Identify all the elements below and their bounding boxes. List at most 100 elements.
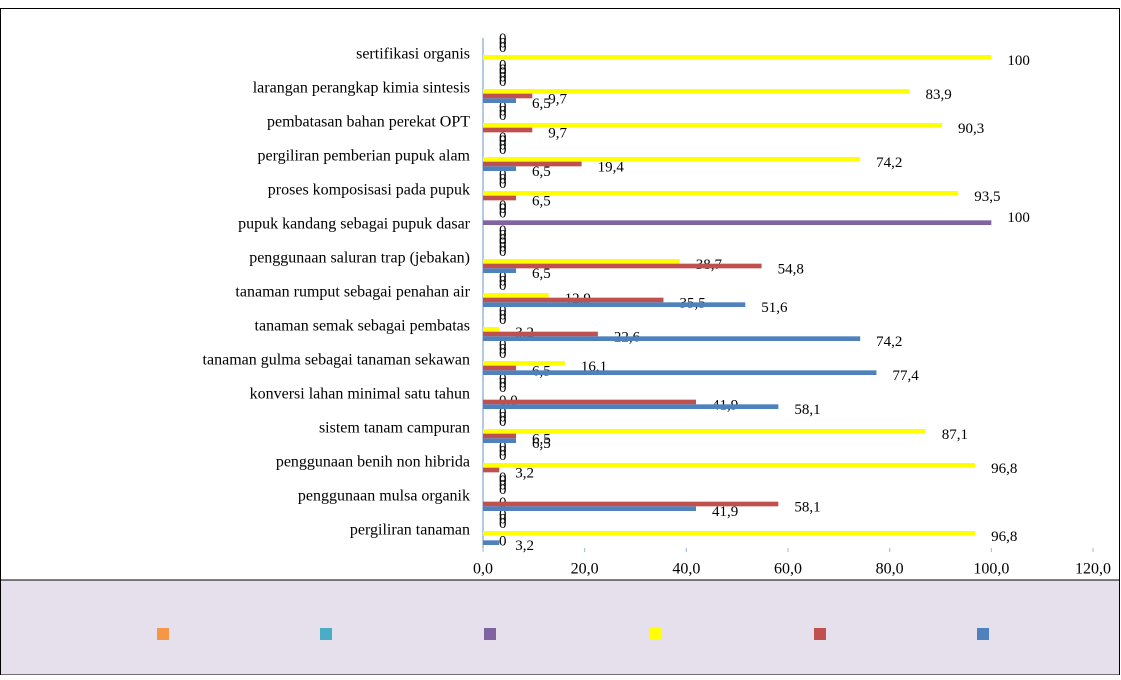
data-label: 0 xyxy=(499,341,507,357)
data-label: 96,8 xyxy=(991,461,1017,477)
bar xyxy=(483,501,779,507)
data-label: 83,9 xyxy=(925,87,951,103)
bar xyxy=(483,404,779,409)
data-label: 9,7 xyxy=(548,91,567,107)
y-tick-label: tanaman rumput sebagai penahan air xyxy=(235,284,470,301)
data-label: 87,1 xyxy=(942,427,968,443)
data-label: 3,2 xyxy=(515,465,534,481)
data-label: 6,5 xyxy=(532,431,551,447)
data-label: 19,4 xyxy=(598,159,625,175)
data-label: 0 xyxy=(499,346,507,362)
data-label: 0 xyxy=(499,470,507,486)
bar xyxy=(483,195,517,201)
data-label: 51,6 xyxy=(761,300,788,316)
bar xyxy=(483,399,696,405)
bar xyxy=(483,531,976,536)
data-label: 0 xyxy=(499,235,507,251)
data-label: 96,8 xyxy=(991,529,1017,545)
bar xyxy=(483,302,746,307)
data-label: 0 xyxy=(499,269,507,285)
bar xyxy=(483,93,533,99)
data-label: 0 xyxy=(499,171,507,187)
data-label: 9,7 xyxy=(548,125,567,141)
x-tick-label: 0,0 xyxy=(473,561,493,578)
data-label: 0 xyxy=(499,198,507,214)
data-label: 0 xyxy=(499,137,507,153)
bar xyxy=(483,506,696,511)
data-label: 0 xyxy=(499,303,507,319)
bar xyxy=(483,540,500,545)
data-label: 0 xyxy=(499,409,507,425)
data-label: 6,5 xyxy=(532,96,551,112)
data-label: 0 xyxy=(499,133,507,149)
bar xyxy=(483,55,992,60)
legend-swatch xyxy=(320,628,332,640)
data-label: 0 xyxy=(499,405,507,421)
data-label: 3,2 xyxy=(515,538,534,554)
bar xyxy=(483,297,664,303)
y-tick-label: pembatasan bahan perekat OPT xyxy=(267,114,470,131)
data-label: 0 xyxy=(499,312,507,328)
x-tick-label: 20,0 xyxy=(571,561,599,578)
data-label: 0 xyxy=(499,448,507,464)
data-label: 0 xyxy=(499,176,507,192)
legend-swatch xyxy=(484,628,496,640)
legend-swatch xyxy=(977,628,989,640)
data-label: 0 xyxy=(499,473,507,489)
bar xyxy=(483,438,517,443)
x-tick-label: 100,0 xyxy=(973,561,1009,578)
bar xyxy=(483,191,959,196)
data-label: 0 xyxy=(499,239,507,255)
bar xyxy=(483,127,533,133)
data-label: 100 xyxy=(1007,53,1029,69)
legend-swatch xyxy=(157,628,169,640)
data-label: 0 xyxy=(499,443,507,459)
x-tick-label: 40,0 xyxy=(672,561,700,578)
data-label: 0 xyxy=(499,439,507,455)
y-tick-label: pergiliran pemberian pupuk alam xyxy=(257,148,470,165)
data-label: 0 xyxy=(499,337,507,353)
bar xyxy=(483,463,976,468)
y-tick-label: larangan perangkap kimia sintesis xyxy=(253,80,470,97)
data-label: 0 xyxy=(499,232,507,248)
bar xyxy=(483,331,598,337)
data-label: 0 xyxy=(499,130,507,146)
y-tick-label: sertifikasi organis xyxy=(356,46,470,63)
bar xyxy=(483,166,517,171)
bar xyxy=(483,268,517,273)
data-label: 74,2 xyxy=(876,334,902,350)
data-label: 41,9 xyxy=(712,504,738,520)
legend-box xyxy=(0,579,1120,676)
data-label: 0 xyxy=(499,278,507,294)
bar xyxy=(483,220,992,225)
data-label: 74,2 xyxy=(876,155,902,171)
y-tick-label: pupuk kandang sebagai pupuk dasar xyxy=(238,216,471,233)
bar xyxy=(483,157,861,162)
data-label: 58,1 xyxy=(794,499,820,515)
y-tick-label: konversi lahan minimal satu tahun xyxy=(250,386,470,403)
data-label: 6,5 xyxy=(532,193,551,209)
data-label: 0 xyxy=(499,273,507,289)
bar xyxy=(483,467,500,473)
data-label: 0 xyxy=(499,103,507,119)
bar xyxy=(483,293,549,298)
data-label: 93,5 xyxy=(974,189,1000,205)
data-label: 0 xyxy=(499,31,507,47)
data-label: 0 xyxy=(499,205,507,221)
data-label: 0 xyxy=(499,533,507,549)
data-label: 0 xyxy=(499,482,507,498)
y-tick-label: pergiliran tanaman xyxy=(350,522,470,539)
bar xyxy=(483,361,565,366)
data-label: 0 xyxy=(499,414,507,430)
data-label: 0 xyxy=(499,142,507,158)
data-label: 0 xyxy=(499,57,507,73)
x-tick-label: 120,0 xyxy=(1075,561,1111,578)
data-label: 0 xyxy=(499,307,507,323)
bar xyxy=(483,98,517,103)
data-label: 0 xyxy=(499,35,507,51)
bar xyxy=(483,433,517,439)
data-label: 0 xyxy=(499,244,507,260)
bar xyxy=(483,365,517,371)
y-tick-label: proses komposisasi pada pupuk xyxy=(268,182,470,199)
